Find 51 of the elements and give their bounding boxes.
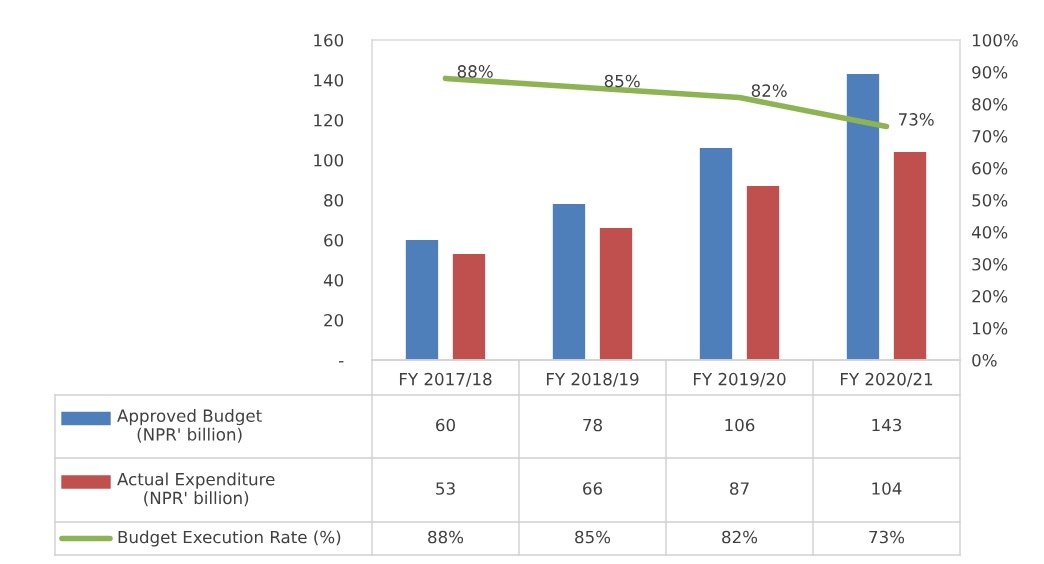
data-label: 78 [583, 418, 602, 432]
x-tick-label: FY 2020/21 [840, 372, 933, 387]
data-label: 73% [869, 530, 905, 544]
legend-label: Budget Execution Rate (%) [118, 530, 341, 547]
bar [405, 240, 439, 360]
data-label: 53 [436, 482, 455, 495]
bar [452, 254, 486, 360]
y2-tick-label: 70% [972, 129, 1008, 143]
y-tick-label: 100 [314, 153, 344, 167]
x-tick-label: FY 2017/18 [399, 372, 492, 387]
y-tick-label: 80 [324, 193, 344, 207]
data-label: 106 [725, 418, 755, 432]
y2-tick-label: 90% [972, 65, 1008, 79]
data-label: 87 [730, 482, 749, 495]
data-label: 88% [428, 530, 464, 544]
y-tick-label: 160 [314, 33, 344, 47]
legend-label: Approved Budget (NPR' billion) [117, 409, 262, 443]
legend-label: Actual Expenditure (NPR' billion) [117, 472, 275, 507]
data-label: 82% [722, 530, 758, 544]
y-tick-label: 60 [324, 233, 344, 247]
y2-tick-label: 40% [971, 225, 1008, 239]
y-tick-label: 20 [324, 313, 344, 327]
x-tick-label: FY 2019/20 [693, 372, 786, 387]
y-tick-label: 120 [314, 113, 344, 127]
data-label: 143 [872, 418, 902, 432]
bar [552, 204, 586, 360]
text: 85% [604, 74, 640, 88]
y-tick-label: 40 [323, 273, 344, 287]
y-tick-label: 140 [314, 73, 344, 87]
data-label: 60 [436, 418, 455, 432]
y2-tick-label: 50% [972, 193, 1008, 207]
data-label: 104 [872, 482, 902, 495]
y-tick-label: - [339, 361, 344, 363]
text: 82% [751, 84, 787, 97]
x-tick-label: FY 2018/19 [546, 372, 639, 387]
y2-tick-label: 80% [972, 97, 1008, 111]
y2-tick-label: 30% [972, 257, 1008, 271]
y2-tick-label: 60% [972, 161, 1008, 175]
y2-tick-label: 0% [972, 353, 997, 367]
text: 88% [457, 65, 493, 78]
y2-tick-label: 100% [972, 33, 1018, 47]
bar [893, 152, 927, 360]
data-label: 66 [583, 482, 603, 495]
y2-tick-label: 10% [972, 321, 1008, 335]
bar [846, 74, 880, 360]
bar [599, 228, 633, 360]
text: 73% [898, 113, 934, 126]
y2-tick-label: 20% [972, 289, 1008, 303]
data-label: 85% [575, 530, 611, 544]
bar [699, 148, 733, 360]
bar [746, 186, 780, 360]
